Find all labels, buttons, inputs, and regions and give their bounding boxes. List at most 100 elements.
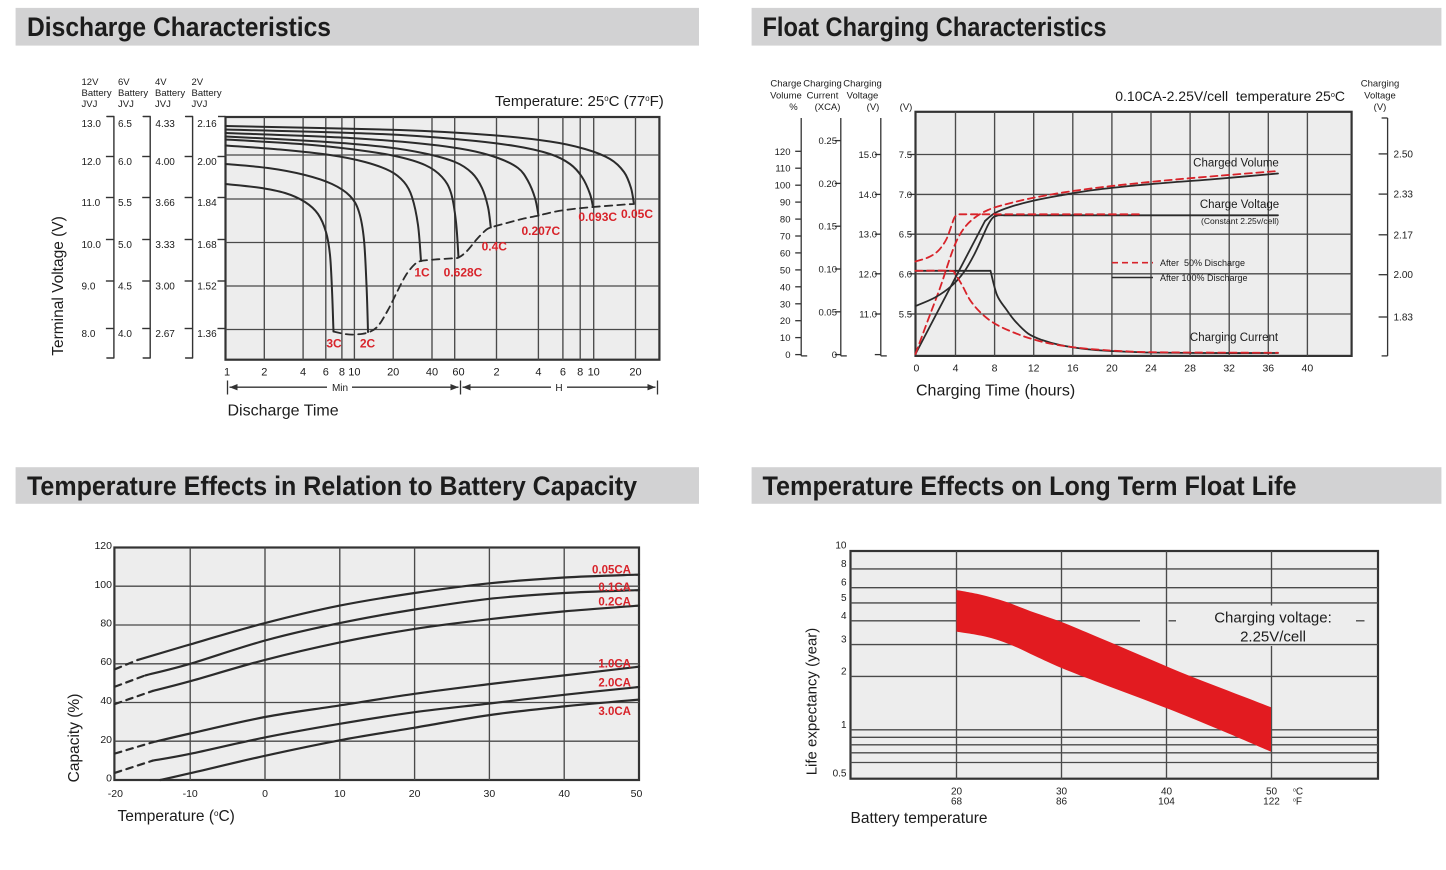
svg-text:40: 40: [1161, 787, 1173, 798]
svg-text:86: 86: [1056, 797, 1068, 808]
svg-text:120: 120: [94, 540, 112, 552]
svg-text:1: 1: [224, 367, 230, 379]
svg-text:Battery: Battery: [82, 88, 112, 99]
svg-text:80: 80: [100, 618, 112, 630]
svg-text:Charging Current: Charging Current: [1190, 332, 1279, 344]
svg-text:0: 0: [785, 350, 790, 361]
svg-text:12.0: 12.0: [82, 157, 102, 168]
svg-text:0.05: 0.05: [819, 307, 838, 318]
svg-text:Temperature Effects on Long Te: Temperature Effects on Long Term Float L…: [763, 471, 1297, 501]
svg-text:Discharge Characteristics: Discharge Characteristics: [27, 12, 331, 42]
svg-text:30: 30: [1056, 787, 1068, 798]
svg-text:-10: -10: [183, 788, 198, 800]
svg-text:90: 90: [780, 198, 791, 209]
svg-text:3.66: 3.66: [155, 198, 175, 209]
svg-text:Temperature Effects in Relatio: Temperature Effects in Relation to Batte…: [27, 471, 637, 501]
svg-text:(V): (V): [867, 102, 880, 113]
svg-text:(Constant 2.25v/cell): (Constant 2.25v/cell): [1201, 216, 1279, 226]
svg-text:(V): (V): [1374, 102, 1387, 113]
svg-text:68: 68: [951, 797, 963, 808]
svg-text:Charged Volume: Charged Volume: [1193, 158, 1279, 170]
svg-text:11.0: 11.0: [859, 310, 877, 321]
svg-text:2.00: 2.00: [1394, 270, 1414, 281]
svg-text:60: 60: [452, 367, 464, 379]
svg-text:50: 50: [631, 788, 643, 800]
svg-text:4.0: 4.0: [118, 329, 132, 340]
svg-text:1.52: 1.52: [197, 281, 217, 292]
svg-text:4.5: 4.5: [118, 281, 132, 292]
svg-text:20: 20: [1106, 363, 1118, 375]
svg-text:40: 40: [1302, 363, 1314, 375]
svg-text:20: 20: [629, 367, 641, 379]
svg-text:5.5: 5.5: [899, 310, 912, 321]
svg-text:2: 2: [841, 666, 847, 677]
svg-text:6: 6: [323, 367, 329, 379]
svg-text:4: 4: [953, 363, 959, 375]
svg-text:104: 104: [1158, 797, 1175, 808]
svg-text:Discharge Time: Discharge Time: [228, 403, 339, 420]
svg-text:12.0: 12.0: [859, 269, 878, 280]
svg-text:Battery: Battery: [192, 88, 222, 99]
svg-text:40: 40: [426, 367, 438, 379]
svg-text:Battery: Battery: [118, 88, 148, 99]
svg-text:JVJ: JVJ: [82, 99, 98, 110]
svg-text:10: 10: [334, 788, 346, 800]
svg-text:Charge: Charge: [770, 79, 801, 90]
svg-text:Min: Min: [332, 383, 348, 394]
svg-text:2.0CA: 2.0CA: [598, 678, 631, 690]
svg-text:0.2CA: 0.2CA: [598, 597, 631, 609]
svg-text:2: 2: [493, 367, 499, 379]
svg-text:0.5: 0.5: [833, 769, 847, 780]
svg-text:4: 4: [300, 367, 306, 379]
svg-text:3.33: 3.33: [155, 240, 175, 251]
svg-text:122: 122: [1263, 797, 1280, 808]
svg-text:2C: 2C: [360, 337, 376, 351]
svg-text:10.0: 10.0: [82, 240, 102, 251]
svg-text:13.0: 13.0: [859, 230, 878, 241]
svg-text:After 100% Discharge: After 100% Discharge: [1160, 273, 1248, 283]
svg-text:1.36: 1.36: [197, 329, 217, 340]
svg-text:100: 100: [775, 181, 791, 192]
svg-text:6: 6: [560, 367, 566, 379]
svg-text:2.17: 2.17: [1394, 230, 1414, 241]
svg-text:Charging Time (hours): Charging Time (hours): [916, 383, 1075, 400]
svg-text:Battery temperature: Battery temperature: [851, 810, 988, 827]
svg-text:6.5: 6.5: [899, 230, 912, 241]
svg-text:Temperature: 25oC (77oF): Temperature: 25oC (77oF): [495, 93, 664, 110]
svg-text:Battery: Battery: [155, 88, 185, 99]
svg-text:Capacity (%): Capacity (%): [66, 694, 83, 783]
svg-text:6: 6: [841, 578, 847, 589]
svg-text:0.05C: 0.05C: [621, 207, 653, 221]
svg-text:3: 3: [841, 635, 847, 646]
svg-text:60: 60: [780, 248, 791, 259]
svg-text:8: 8: [577, 367, 583, 379]
svg-text:12V: 12V: [82, 77, 100, 88]
svg-text:4: 4: [841, 611, 847, 622]
svg-text:4: 4: [535, 367, 541, 379]
svg-text:2.00: 2.00: [197, 157, 217, 168]
svg-text:0.1CA: 0.1CA: [598, 582, 631, 594]
svg-text:8: 8: [339, 367, 345, 379]
svg-text:JVJ: JVJ: [155, 99, 171, 110]
svg-text:20: 20: [409, 788, 421, 800]
svg-text:1.84: 1.84: [197, 198, 217, 209]
svg-text:JVJ: JVJ: [118, 99, 134, 110]
svg-text:2V: 2V: [192, 77, 204, 88]
svg-text:10: 10: [835, 541, 847, 552]
svg-text:Terminal Voltage (V): Terminal Voltage (V): [50, 216, 67, 356]
svg-text:7.5: 7.5: [899, 150, 912, 161]
svg-text:0.25: 0.25: [819, 136, 838, 147]
svg-text:20: 20: [951, 787, 963, 798]
svg-text:2.25V/cell: 2.25V/cell: [1240, 629, 1306, 646]
svg-text:7.0: 7.0: [899, 190, 912, 201]
svg-text:1C: 1C: [414, 266, 430, 280]
svg-text:40: 40: [780, 282, 791, 293]
svg-text:80: 80: [780, 215, 791, 226]
svg-text:13.0: 13.0: [82, 119, 102, 130]
svg-text:Voltage: Voltage: [1364, 91, 1396, 102]
svg-text:0: 0: [832, 350, 837, 361]
svg-text:1.68: 1.68: [197, 240, 217, 251]
svg-text:15.0: 15.0: [859, 150, 878, 161]
svg-text:Charging: Charging: [843, 79, 882, 90]
svg-text:50: 50: [1266, 787, 1278, 798]
